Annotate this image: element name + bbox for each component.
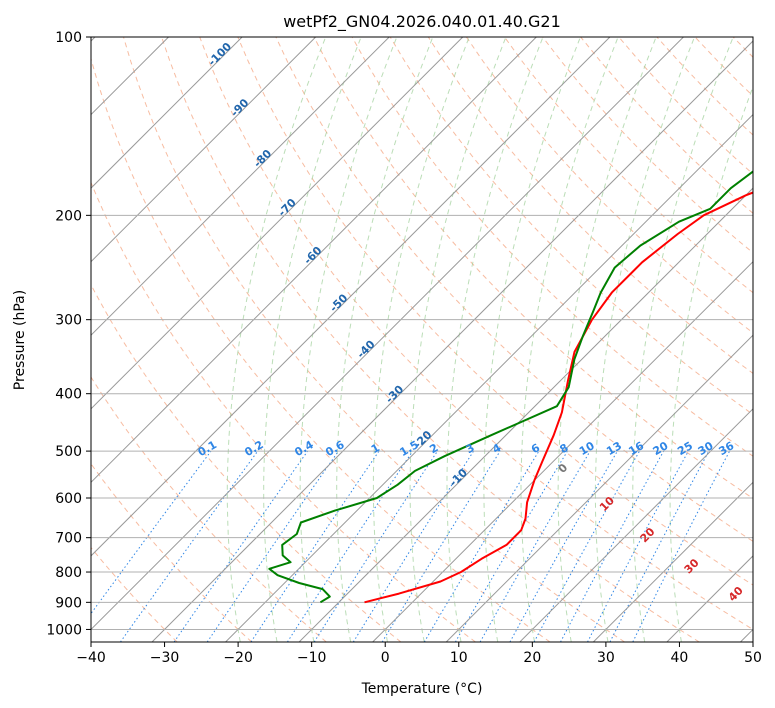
isotherm-line xyxy=(151,40,753,642)
mixing-ratio-line xyxy=(533,450,640,642)
isotherm-line xyxy=(91,37,537,484)
moist-adiabat xyxy=(594,37,695,642)
dry-adiabat xyxy=(91,546,178,642)
y-tick-label: 700 xyxy=(55,531,82,547)
moist-adiabat xyxy=(226,37,327,642)
y-tick-label: 300 xyxy=(55,313,82,329)
isotherm-line xyxy=(445,334,753,642)
isotherm-line xyxy=(91,37,611,557)
dry-adiabat xyxy=(389,37,753,416)
dew-point-profile xyxy=(268,170,753,604)
moist-adiabat xyxy=(520,37,619,642)
x-tick-label: 40 xyxy=(671,650,689,666)
axes: −40 −30 −20 −10 0 10 20 30 40 50 100 200 300 400 500 60… xyxy=(46,30,762,666)
dry-adiabat xyxy=(237,37,753,586)
mixing-ratio-line xyxy=(509,450,618,642)
mixing-ratio-line xyxy=(313,450,438,642)
moist-adiabat xyxy=(446,37,544,642)
dry-adiabat xyxy=(91,181,476,642)
x-tick-label: 10 xyxy=(450,650,468,666)
moist-adiabat xyxy=(483,37,581,642)
dry-adiabat xyxy=(91,56,551,642)
mixing-ratio-line xyxy=(206,450,339,642)
temperature-profile xyxy=(364,191,753,604)
moist-adiabat xyxy=(409,37,507,642)
x-tick-label: −20 xyxy=(223,650,253,666)
isotherm-line xyxy=(592,481,753,642)
y-tick-label: 500 xyxy=(55,444,82,460)
moist-adiabat xyxy=(263,37,362,642)
dry-adiabat xyxy=(123,37,625,642)
y-tick-label: 200 xyxy=(55,208,82,224)
y-tick-label: 1000 xyxy=(46,622,82,638)
x-tick-label: 30 xyxy=(597,650,615,666)
profiles xyxy=(268,170,753,604)
isotherm-line xyxy=(225,113,753,642)
isotherm-line xyxy=(91,37,464,410)
isotherm-line xyxy=(91,37,243,189)
moist-adiabat xyxy=(372,37,470,642)
plot-frame xyxy=(90,36,754,643)
y-axis-label: Pressure (hPa) xyxy=(12,290,28,390)
moist-adiabat xyxy=(557,37,657,642)
dry-adiabat xyxy=(199,37,753,630)
moist-adiabat xyxy=(632,37,734,642)
chart-title: wetPf2_GN04.2026.040.01.40.G21 xyxy=(283,12,561,32)
y-tick-label: 100 xyxy=(55,30,82,46)
mixing-ratio-line xyxy=(632,450,731,642)
isotherm-line xyxy=(298,187,753,642)
x-tick-label: −30 xyxy=(150,650,180,666)
mixing-ratio-line xyxy=(381,450,501,642)
moist-adiabat xyxy=(299,37,398,642)
y-tick-label: 600 xyxy=(55,491,82,507)
x-axis-label: Temperature (°C) xyxy=(361,681,483,697)
x-tick-label: −40 xyxy=(76,650,106,666)
mixing-ratio-line xyxy=(352,450,475,642)
dry-adiabat xyxy=(91,463,253,642)
x-tick-label: −10 xyxy=(297,650,327,666)
mixing-ratio-line xyxy=(250,450,380,642)
x-tick-label: 20 xyxy=(523,650,541,666)
mixing-ratio-line xyxy=(91,450,212,615)
x-tick-label: 50 xyxy=(744,650,762,666)
mixing-ratio-line xyxy=(173,450,309,642)
isotherm-line xyxy=(91,37,684,631)
mixing-ratio-line xyxy=(119,450,259,642)
moist-adiabat xyxy=(669,85,753,642)
y-tick-label: 900 xyxy=(55,595,82,611)
x-tick-label: 0 xyxy=(381,650,390,666)
dry-adiabat xyxy=(427,37,753,375)
dry-adiabat xyxy=(504,37,753,294)
isotherm-line xyxy=(372,260,753,642)
moist-adiabat xyxy=(336,37,434,642)
mixing-ratio-line xyxy=(560,450,665,642)
isotherm-line xyxy=(519,408,753,642)
background-lines xyxy=(91,37,753,642)
isotherm-line xyxy=(91,37,317,263)
y-tick-label: 800 xyxy=(55,565,82,581)
y-tick-label: 400 xyxy=(55,387,82,403)
isotherm-line xyxy=(91,37,390,336)
grid xyxy=(91,37,753,642)
dry-adiabat xyxy=(91,376,327,642)
